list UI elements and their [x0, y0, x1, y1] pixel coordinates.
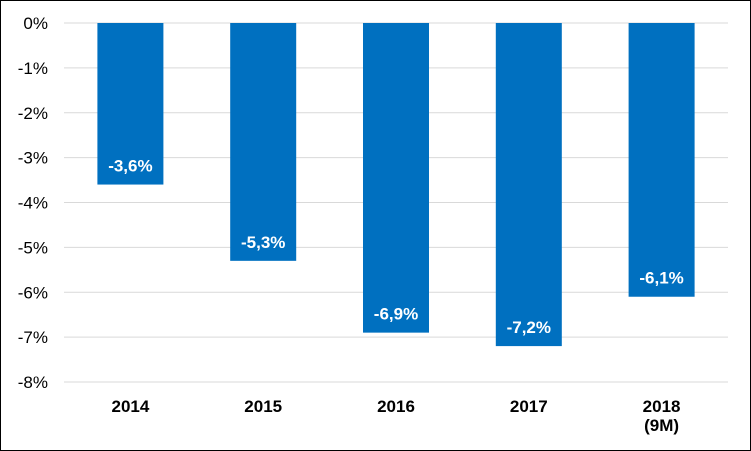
bar — [97, 23, 164, 185]
bar-data-labels: -3,6% -5,3% -6,9% -7,2% -6,1% — [108, 157, 684, 338]
y-axis: 0% -1% -2% -3% -4% -5% -6% -7% -8% — [18, 14, 48, 392]
y-tick-label: 0% — [23, 14, 48, 33]
x-axis: 2014 2015 2016 2017 2018 (9M) — [111, 397, 680, 435]
bar — [363, 23, 429, 333]
bar-data-label: -3,6% — [108, 157, 152, 176]
y-tick-label: -5% — [18, 238, 48, 257]
x-tick-label: 2015 — [244, 397, 282, 416]
y-tick-label: -7% — [18, 328, 48, 347]
y-tick-label: -1% — [18, 59, 48, 78]
bar — [495, 23, 562, 347]
bar-data-label: -5,3% — [241, 233, 285, 252]
y-tick-label: -4% — [18, 194, 48, 213]
y-tick-label: -3% — [18, 149, 48, 168]
x-tick-label: 2014 — [111, 397, 149, 416]
y-tick-label: -2% — [18, 104, 48, 123]
x-tick-label: 2018 (9M) — [643, 397, 681, 435]
bar — [628, 23, 695, 297]
bar-data-label: -6,1% — [639, 269, 683, 288]
y-tick-label: -8% — [18, 373, 48, 392]
x-tick-label: 2017 — [510, 397, 548, 416]
bar-data-label: -7,2% — [507, 318, 551, 337]
bar — [230, 23, 297, 261]
bars — [97, 23, 695, 347]
bar-data-label: -6,9% — [374, 305, 418, 324]
y-tick-label: -6% — [18, 283, 48, 302]
x-tick-label: 2016 — [377, 397, 415, 416]
